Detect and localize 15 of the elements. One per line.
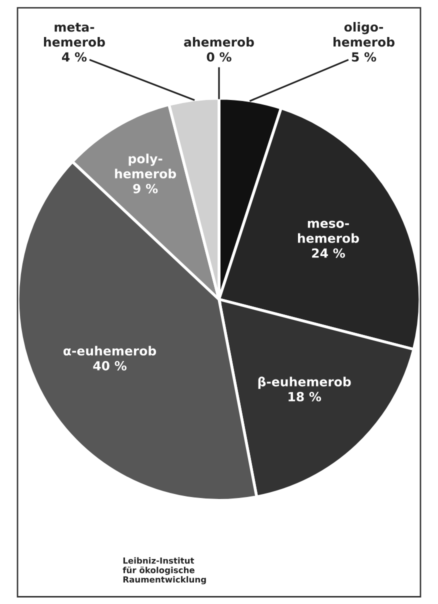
text: 0 % xyxy=(206,52,232,62)
slice-label: oligo-hemerob xyxy=(334,22,394,47)
data-label: 40 % xyxy=(93,361,126,370)
data-label: 18 % xyxy=(288,392,322,402)
data-label: 24 % xyxy=(312,248,345,258)
slice-label: poly-hemerob xyxy=(115,154,176,178)
text: Leibniz-Institut für ökologische Raumentwicklung xyxy=(122,557,206,584)
slice-label: β-euhemerob xyxy=(258,376,351,389)
slice-label: meta-hemerob xyxy=(44,22,105,47)
data-label: 4 % xyxy=(62,52,87,62)
slice-label: meso-hemerob xyxy=(298,220,359,243)
data-label: 9 % xyxy=(133,184,158,194)
slice-label: α-euhemerob xyxy=(64,346,156,356)
category-label: ahemerob xyxy=(184,37,254,47)
data-label: 5 % xyxy=(352,52,376,62)
